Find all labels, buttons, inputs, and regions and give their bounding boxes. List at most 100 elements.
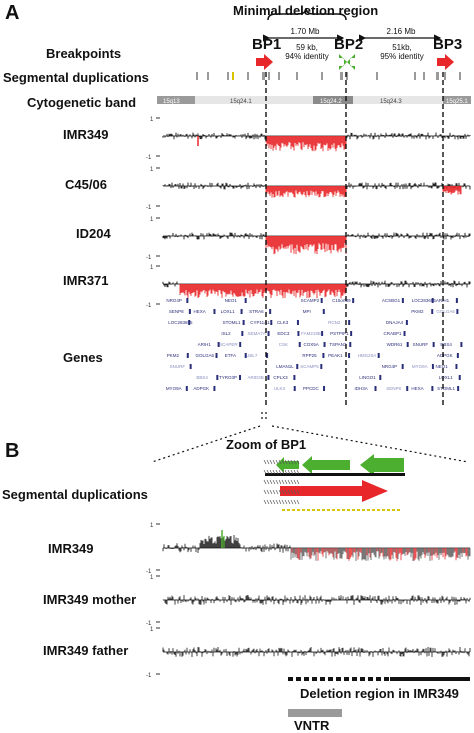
dup1-identity: 94% identity	[285, 52, 329, 61]
band-15q13	[157, 96, 195, 104]
signal-track-b2	[162, 647, 471, 657]
scale-bottom-a3: -1	[146, 303, 152, 309]
deletion-solid-bar	[390, 677, 470, 681]
band-label-15q24-3: 15q24.3	[380, 99, 402, 105]
segdup-green-arrow-2	[360, 454, 404, 476]
gene-label: SCAMP5	[300, 364, 319, 369]
signal-track-a3	[162, 280, 471, 299]
band-label-15q24-2: 15q24.2	[320, 99, 342, 105]
bp2-arrow-right	[347, 54, 355, 70]
gene-label: ISL2	[221, 331, 231, 336]
segdup-green-arrow-3	[276, 457, 299, 473]
gene-label: SENP8	[169, 309, 184, 314]
gene-label: ARIH1	[198, 342, 212, 347]
gene-label: HMG20A	[358, 353, 377, 358]
signal-track-b0	[162, 535, 471, 561]
zoom-title: Zoom of BP1	[226, 437, 307, 452]
genes-label: Genes	[63, 350, 103, 365]
gene-label: HEXA	[411, 386, 423, 391]
bp1-arrow	[256, 54, 273, 70]
gene-label: IDH3A	[355, 386, 368, 391]
scale-top-a2: 1	[150, 217, 154, 223]
gene-label: ETFA	[225, 353, 236, 358]
gene-label: UBL7	[246, 353, 258, 358]
gene-label: WDR61	[387, 342, 403, 347]
gene-label: CPLX3	[273, 375, 288, 380]
segdup-green-arrow-1	[302, 456, 350, 474]
gene-label: STOML1	[437, 386, 455, 391]
scale-bottom-b0: -1	[146, 569, 152, 575]
gene-label: FAM219B	[301, 331, 321, 336]
band-15q24-3	[353, 96, 443, 104]
gene-label: TSPAN3	[329, 342, 347, 347]
gene-label: GOLGA6	[436, 309, 455, 314]
gene-label: LMAN1L	[276, 364, 294, 369]
gene-label: RPP25	[302, 353, 317, 358]
gene-label: DNAJA4	[386, 320, 404, 325]
gene-label: PPCDC	[303, 386, 320, 391]
gene-label: NRG4P	[382, 364, 398, 369]
bp3-arrow	[437, 54, 454, 70]
gene-track: NRG4P SENP8 LOC283655 PKM2 SNURF MYO9A HEXA ARI…	[166, 298, 463, 391]
gene-label: RCN2	[328, 320, 341, 325]
sample-tracks-a: 1 -1 1 -1 1 -1 1 -1	[146, 117, 471, 309]
scale-bottom-b2: -1	[146, 673, 152, 679]
dist1-label: 1.70 Mb	[290, 27, 320, 36]
gene-label: LOXL1	[221, 309, 236, 314]
sample-label-id204: ID204	[76, 226, 111, 241]
scale-top-a3: 1	[150, 265, 154, 271]
sample-label-b-mother: IMR349 mother	[43, 592, 137, 607]
gene-label: EDC3	[277, 331, 290, 336]
gene-label: PKM2	[411, 309, 424, 314]
dup2-size: 51kb,	[392, 43, 412, 52]
gene-label: PEAK1	[328, 353, 343, 358]
gene-label: SCAMP2	[301, 298, 320, 303]
breakpoint-dashed-lines	[265, 72, 444, 408]
gene-label: SENP8	[386, 386, 401, 391]
band-15q24-2	[313, 96, 353, 104]
band-label-15q24-1: 15q24.1	[230, 99, 252, 105]
gene-label: CYP11A1	[250, 320, 270, 325]
zoom-connectors	[151, 412, 469, 463]
gene-label: COX5A	[304, 342, 319, 347]
gene-label: SNURF	[170, 364, 186, 369]
deletion-brace	[267, 7, 347, 21]
scale-bottom-a2: -1	[146, 255, 152, 261]
gene-label: STOML1	[223, 320, 241, 325]
gene-label: NRG4P	[166, 298, 182, 303]
gene-label: CSK	[279, 342, 288, 347]
deletion-region-label: Deletion region in IMR349	[300, 686, 459, 701]
zoom-segdup	[263, 454, 405, 511]
gene-label: ADPGK	[193, 386, 209, 391]
gene-label: HEXA	[193, 309, 205, 314]
gene-label: LOC283655	[412, 298, 437, 303]
gene-label: PSTPIP1	[330, 331, 349, 336]
signal-track-a0	[162, 132, 471, 152]
dist2-label: 2.16 Mb	[386, 27, 416, 36]
band-15q25-1	[443, 96, 471, 104]
gene-label: SEMA7A	[248, 331, 266, 336]
scale-bottom-b1: -1	[146, 621, 152, 627]
gene-label: MPI	[303, 309, 311, 314]
cytoband-track: 15q13 15q24.1 15q24.2 15q24.3 15q25.1	[157, 96, 471, 105]
scale-bottom-a0: -1	[146, 155, 152, 161]
gene-label: C15orf39	[332, 298, 351, 303]
sample-tracks-b: 1-11-11-1	[146, 523, 471, 679]
band-15q24-1	[195, 96, 313, 104]
vntr-bar	[288, 709, 342, 717]
gene-label: ADPGK	[437, 353, 453, 358]
sample-label-b-father: IMR349 father	[43, 643, 129, 658]
segdup-red-arrow	[280, 480, 388, 502]
gene-label: PKM2	[167, 353, 180, 358]
gene-label: ACSBG1	[382, 298, 401, 303]
dup2-identity: 95% identity	[380, 52, 424, 61]
segdup-label-a: Segmental duplications	[3, 70, 149, 85]
sample-label-b-imr349: IMR349	[48, 541, 94, 556]
gene-label: MYO9A	[166, 386, 182, 391]
gene-label: BBS4	[440, 342, 452, 347]
gene-label: BBS4	[196, 375, 208, 380]
scale-top-b0: 1	[150, 523, 154, 529]
gene-label: LOXL1	[439, 375, 454, 380]
gene-label: NEO1	[435, 364, 448, 369]
